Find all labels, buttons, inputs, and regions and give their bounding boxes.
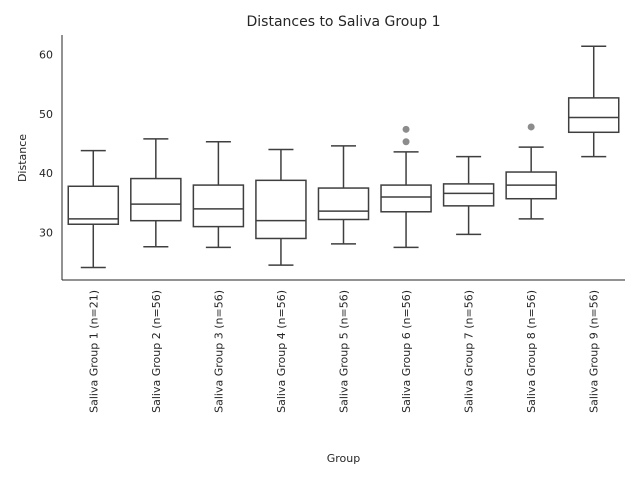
- x-tick-label: Saliva Group 3 (n=56): [212, 290, 225, 413]
- iqr-box: [317, 187, 370, 221]
- box-group: [67, 149, 120, 269]
- iqr-box: [67, 185, 120, 225]
- x-tick-label: Saliva Group 7 (n=56): [463, 290, 476, 413]
- box-group: [380, 125, 432, 249]
- x-axis: Saliva Group 1 (n=21) Saliva Group 2 (n=5…: [62, 279, 625, 413]
- x-tick-label: Saliva Group 8 (n=56): [525, 290, 538, 413]
- box-group: [255, 148, 307, 266]
- iqr-box: [380, 184, 432, 213]
- box-group: [317, 145, 370, 245]
- plot-area: [67, 45, 620, 269]
- box-group: [442, 155, 495, 236]
- y-tick-label: 50: [39, 108, 53, 121]
- outlier-point: [402, 125, 410, 133]
- iqr-box: [192, 184, 245, 228]
- y-tick-label: 30: [39, 227, 53, 240]
- x-tick-label: Saliva Group 4 (n=56): [275, 290, 288, 413]
- outlier-point: [402, 138, 410, 146]
- x-tick-label: Saliva Group 1 (n=21): [87, 290, 100, 413]
- y-tick-label: 60: [39, 49, 53, 62]
- y-tick-label: 40: [39, 167, 53, 180]
- chart-title: Distances to Saliva Group 1: [246, 14, 440, 30]
- iqr-box: [567, 97, 620, 134]
- iqr-box: [255, 179, 307, 240]
- iqr-box: [442, 183, 495, 207]
- x-tick-label: Saliva Group 6 (n=56): [400, 290, 413, 413]
- iqr-box: [130, 177, 182, 222]
- box-group: [130, 138, 182, 248]
- x-axis-label: Group: [327, 452, 361, 465]
- y-axis-label: Distance: [16, 134, 29, 182]
- x-tick-label: Saliva Group 9 (n=56): [588, 290, 601, 413]
- box-group: [505, 123, 557, 220]
- box-group: [567, 45, 620, 158]
- y-axis: 30 40 50 60: [39, 35, 63, 280]
- x-tick-label: Saliva Group 2 (n=56): [150, 290, 163, 413]
- outlier-point: [527, 123, 535, 131]
- x-tick-label: Saliva Group 5 (n=56): [338, 290, 351, 413]
- box-group: [192, 141, 245, 249]
